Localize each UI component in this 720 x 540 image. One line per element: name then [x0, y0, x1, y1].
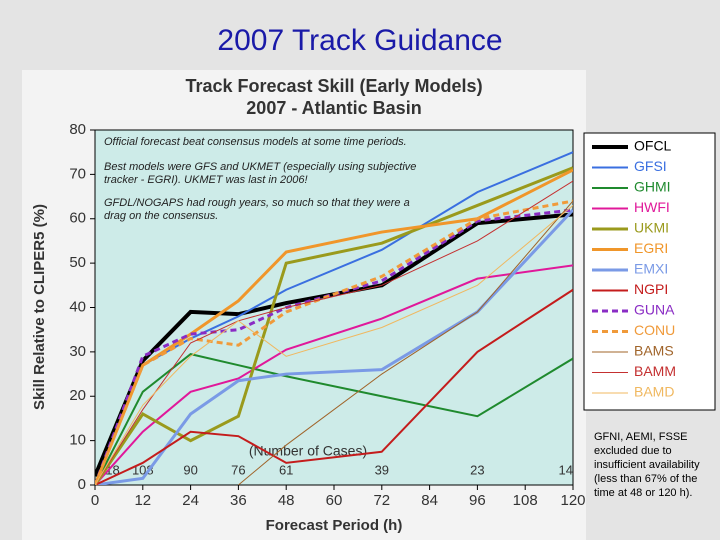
x-tick-label: 72	[373, 492, 390, 509]
note-line: (less than 67% of the	[594, 473, 698, 485]
legend-label: OFCL	[634, 138, 672, 154]
annotation: tracker - EGRI). UKMET was last in 2006!	[104, 174, 308, 186]
series-line	[95, 353, 573, 485]
note-line: insufficient availability	[594, 459, 700, 471]
legend-label: GHMI	[634, 179, 671, 195]
legend-label: GUNA	[634, 302, 675, 318]
legend-label: GFSI	[634, 158, 667, 174]
note: GFNI, AEMI, FSSE excluded due to insuffici…	[594, 430, 718, 500]
y-tick-label: 20	[69, 387, 86, 404]
annotation: Best models were GFS and UKMET (especial…	[104, 161, 416, 173]
series-line	[95, 180, 573, 485]
case-count: 61	[279, 462, 293, 477]
chart-title: Track Forecast Skill (Early Models)	[185, 76, 482, 96]
y-tick-label: 80	[69, 121, 86, 138]
legend-label: HWFI	[634, 199, 670, 215]
note-line: excluded due to	[594, 445, 672, 457]
series-line	[95, 264, 573, 485]
legend-label: BAMM	[634, 363, 676, 379]
cases-label: (Number of Cases)	[249, 443, 367, 459]
legend-label: BAMD	[634, 384, 674, 400]
series-line	[95, 199, 573, 485]
series-line	[95, 205, 573, 485]
series-line	[95, 166, 573, 485]
case-count: 14	[559, 462, 573, 477]
x-tick-label: 84	[421, 492, 438, 509]
x-axis-label: Forecast Period (h)	[266, 517, 403, 534]
x-tick-label: 36	[230, 492, 247, 509]
x-tick-label: 12	[134, 492, 151, 509]
y-tick-label: 40	[69, 298, 86, 315]
case-count: 39	[375, 462, 389, 477]
series-line	[95, 288, 573, 485]
legend-label: NGPI	[634, 281, 668, 297]
x-tick-label: 60	[326, 492, 343, 509]
note-line: GFNI, AEMI, FSSE	[594, 431, 688, 443]
case-count: 23	[470, 462, 484, 477]
series-line	[238, 200, 573, 485]
legend-label: BAMS	[634, 343, 674, 359]
y-axis-label: Skill Relative to CLIPER5 (%)	[31, 204, 48, 410]
annotation: GFDL/NOGAPS had rough years, so much so …	[104, 197, 410, 209]
legend-label: UKMI	[634, 220, 669, 236]
chart-title: 2007 - Atlantic Basin	[246, 98, 421, 118]
plot-area	[94, 129, 574, 486]
series-line	[95, 168, 573, 485]
x-tick-label: 96	[469, 492, 486, 509]
y-tick-label: 60	[69, 210, 86, 227]
x-tick-label: 0	[91, 492, 99, 509]
annotation: Official forecast beat consensus models …	[104, 136, 407, 148]
case-count: 76	[231, 462, 245, 477]
y-tick-label: 70	[69, 165, 86, 182]
x-tick-label: 24	[182, 492, 199, 509]
x-tick-label: 108	[513, 492, 538, 509]
x-tick-label: 120	[560, 492, 585, 509]
legend-label: EMXI	[634, 261, 668, 277]
annotation: drag on the consensus.	[104, 210, 218, 222]
y-tick-label: 30	[69, 343, 86, 360]
case-count: 90	[183, 462, 197, 477]
slide-title: 2007 Track Guidance	[217, 24, 502, 57]
y-tick-label: 50	[69, 254, 86, 271]
series-line	[95, 208, 573, 485]
y-tick-label: 10	[69, 432, 86, 449]
note-line: time at 48 or 120 h).	[594, 487, 693, 499]
y-tick-label: 0	[78, 476, 86, 493]
series-line	[95, 212, 573, 477]
series-line	[95, 208, 573, 485]
legend-label: CONU	[634, 322, 675, 338]
legend-label: EGRI	[634, 240, 668, 256]
x-tick-label: 48	[278, 492, 295, 509]
